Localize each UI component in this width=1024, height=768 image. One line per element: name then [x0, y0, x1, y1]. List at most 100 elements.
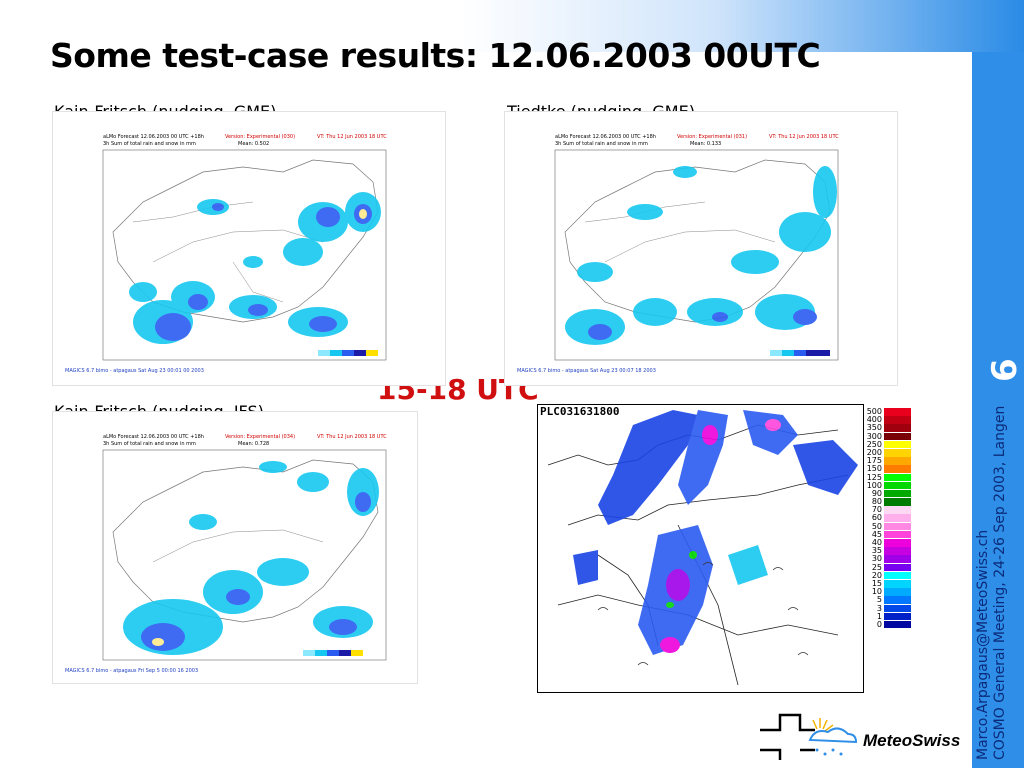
legend-entry: 100 — [862, 480, 912, 490]
map-mean: Mean: 0.502 — [238, 141, 269, 147]
legend-entry: 400 — [862, 415, 912, 425]
legend-swatch — [884, 489, 911, 498]
legend-value: 40 — [871, 538, 882, 547]
legend-entry: 10 — [862, 587, 912, 597]
map-version: Version: Experimental (034) — [225, 434, 295, 440]
legend-value: 60 — [871, 513, 882, 523]
legend-swatch — [884, 416, 911, 424]
legend-value: 5 — [876, 595, 882, 605]
legend-entry: 350 — [862, 423, 912, 433]
legend-swatch — [884, 604, 911, 613]
map-version: Version: Experimental (031) — [677, 134, 747, 140]
legend-value: 20 — [871, 570, 882, 580]
legend-value: 10 — [871, 587, 882, 597]
legend-entry: 1 — [862, 611, 912, 621]
header-gradient — [0, 0, 1024, 52]
legend-value: 25 — [871, 562, 882, 572]
map-header-line2: 3h Sum of total rain and snow in mm — [103, 441, 196, 447]
legend-entry: 50 — [862, 521, 912, 531]
map-footer: MAGICS 6.7 bimo - atpagaus Fri Sep 5 00:… — [65, 668, 198, 674]
legend-value: 35 — [871, 546, 882, 556]
map-valid-time: VT: Thu 12 Jun 2003 18 UTC — [317, 134, 387, 140]
legend-swatch — [884, 473, 911, 482]
legend-entry: 5 — [862, 595, 912, 605]
legend-value: 100 — [866, 480, 882, 490]
legend-entry: 35 — [862, 546, 912, 556]
legend-swatch — [884, 530, 911, 539]
legend-swatch — [884, 465, 911, 473]
legend-value: 80 — [871, 497, 882, 507]
right-accent-divider — [965, 52, 972, 768]
legend-entry: 60 — [862, 513, 912, 523]
legend-value: 15 — [871, 578, 882, 588]
legend-swatch — [884, 539, 911, 547]
map-footer: MAGICS 6.7 bimo - atpagaus Sat Aug 23 00… — [65, 368, 204, 374]
map-mean: Mean: 0.728 — [238, 441, 269, 447]
map-valid-time: VT: Thu 12 Jun 2003 18 UTC — [769, 134, 839, 140]
map-version: Version: Experimental (030) — [225, 134, 295, 140]
side-meeting: COSMO General Meeting, 24-26 Sep 2003, L… — [992, 405, 1008, 760]
logo-wordmark: MeteoSwiss — [863, 731, 961, 750]
legend-swatch — [884, 498, 911, 506]
legend-entry: 40 — [862, 538, 912, 547]
legend-entry: 80 — [862, 497, 912, 507]
legend-entry: 200 — [862, 447, 912, 457]
map-header-line2: 3h Sum of total rain and snow in mm — [555, 141, 648, 147]
legend-entry: 0 — [862, 619, 912, 629]
legend-value: 50 — [871, 521, 882, 531]
legend-entry: 20 — [862, 570, 912, 580]
legend-value: 3 — [876, 603, 882, 613]
radar-composite-map — [537, 404, 864, 693]
legend-value: 1 — [876, 611, 882, 621]
legend-swatch — [884, 424, 911, 432]
legend-entry: 30 — [862, 554, 912, 563]
legend-value: 200 — [866, 447, 882, 457]
legend-value: 300 — [866, 431, 882, 441]
legend-value: 125 — [866, 472, 882, 482]
side-footer-text: Marco.Arpagaus@MeteoSwiss.ch COSMO Gener… — [975, 406, 1009, 760]
legend-entry: 45 — [862, 529, 912, 539]
side-email: Marco.Arpagaus@MeteoSwiss.ch — [975, 529, 991, 760]
legend-value: 250 — [866, 439, 882, 449]
legend-value: 350 — [866, 423, 882, 433]
legend-value: 45 — [871, 529, 882, 539]
legend-swatch — [884, 481, 911, 490]
legend-value: 175 — [866, 456, 882, 466]
legend-entry: 25 — [862, 562, 912, 572]
legend-entry: 175 — [862, 456, 912, 466]
legend-swatch — [884, 555, 911, 563]
legend-swatch — [884, 596, 911, 604]
legend-entry: 150 — [862, 464, 912, 474]
map-footer: MAGICS 6.7 bimo - atpagaus Sat Aug 23 00… — [517, 368, 656, 374]
map-mean: Mean: 0.133 — [690, 141, 721, 147]
legend-swatch — [884, 547, 911, 555]
map-valid-time: VT: Thu 12 Jun 2003 18 UTC — [317, 434, 387, 440]
legend-swatch — [884, 612, 911, 621]
page-number: 6 — [985, 358, 1024, 382]
radar-product-id: PLC031631800 — [540, 405, 620, 418]
legend-swatch — [884, 522, 911, 531]
right-accent-bar — [972, 52, 1024, 768]
legend-value: 400 — [866, 415, 882, 425]
forecast-map-tiedtke-gme: aLMo Forecast 12.06.2003 00 UTC +18h 3h … — [504, 111, 898, 386]
legend-value: 150 — [866, 464, 882, 474]
legend-swatch — [884, 448, 911, 457]
meteoswiss-logo — [760, 713, 858, 760]
legend-swatch — [884, 620, 911, 629]
map-header-line1: aLMo Forecast 12.06.2003 00 UTC +18h — [103, 134, 204, 140]
legend-entry: 125 — [862, 472, 912, 482]
legend-entry: 70 — [862, 505, 912, 515]
legend-swatch — [884, 571, 911, 580]
legend-entry: 90 — [862, 488, 912, 498]
legend-swatch — [884, 514, 911, 523]
radar-color-legend: 500 400 350 300 250 200 175 150 125 100 90 80 70 60 50… — [862, 407, 912, 629]
map-header-line1: aLMo Forecast 12.06.2003 00 UTC +18h — [555, 134, 656, 140]
map-header-line2: 3h Sum of total rain and snow in mm — [103, 141, 196, 147]
legend-value: 70 — [871, 505, 882, 515]
legend-swatch — [884, 563, 911, 572]
legend-swatch — [884, 506, 911, 514]
legend-swatch — [884, 432, 911, 441]
legend-entry: 15 — [862, 578, 912, 588]
legend-value: 90 — [871, 488, 882, 498]
legend-value: 0 — [876, 619, 882, 629]
